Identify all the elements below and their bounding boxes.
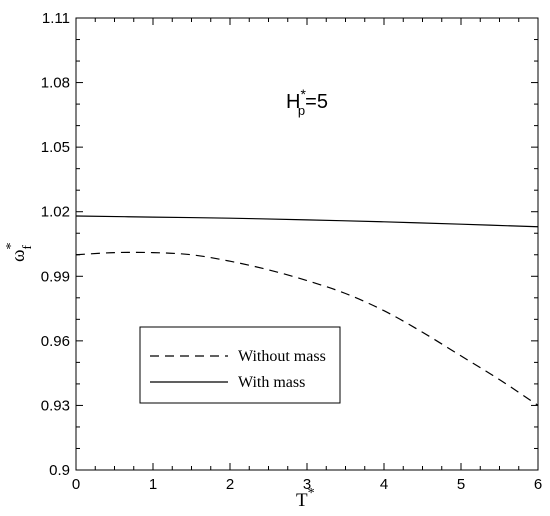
x-tick-label: 1 — [149, 476, 157, 493]
y-axis-title-sup: * — [4, 242, 19, 249]
y-tick-label: 1.05 — [41, 139, 70, 156]
y-tick-label: 1.08 — [41, 75, 70, 92]
y-tick-label: 1.02 — [41, 204, 70, 221]
y-axis-title: ω*f — [4, 242, 34, 262]
series-line-without-mass — [75, 251, 539, 406]
x-tick-label: 3 — [303, 476, 311, 493]
x-tick-label: 0 — [72, 476, 80, 493]
annotation-sub: p — [298, 103, 305, 118]
x-tick-label: 5 — [457, 476, 465, 493]
annotation-label: H* p=5 — [286, 86, 328, 118]
y-tick-label: 0.93 — [41, 397, 70, 414]
series-line-with-mass — [75, 215, 539, 228]
y-tick-label: 0.99 — [41, 268, 70, 285]
y-tick-label: 1.11 — [42, 10, 70, 27]
y-axis-title-sub: f — [19, 244, 34, 249]
axis-ticks — [75, 17, 539, 471]
x-axis-title: T* — [296, 486, 315, 511]
x-tick-label: 4 — [380, 476, 388, 493]
y-axis-title-base: ω — [8, 249, 29, 262]
legend-label-without-mass: Without mass — [238, 348, 326, 365]
annotation-suffix: =5 — [305, 91, 328, 113]
x-tick-label: 2 — [226, 476, 234, 493]
x-tick-label: 6 — [534, 476, 542, 493]
y-tick-label: 0.9 — [49, 462, 70, 479]
series-lines — [75, 215, 539, 406]
annotation-sup: * — [300, 86, 306, 102]
legend-label-with-mass: With mass — [238, 374, 305, 391]
x-axis-title-sup: * — [308, 486, 315, 501]
legend-box — [139, 326, 341, 404]
tick-labels: 0 1 2 3 4 5 6 0.9 0.93 0.96 0.99 1.02 1.05 1.08 1.11 — [41, 10, 542, 493]
y-tick-label: 0.96 — [41, 333, 70, 350]
annotation-base: H — [286, 91, 300, 113]
x-axis-title-base: T — [296, 490, 308, 511]
legend: Without mass With mass — [139, 326, 341, 404]
